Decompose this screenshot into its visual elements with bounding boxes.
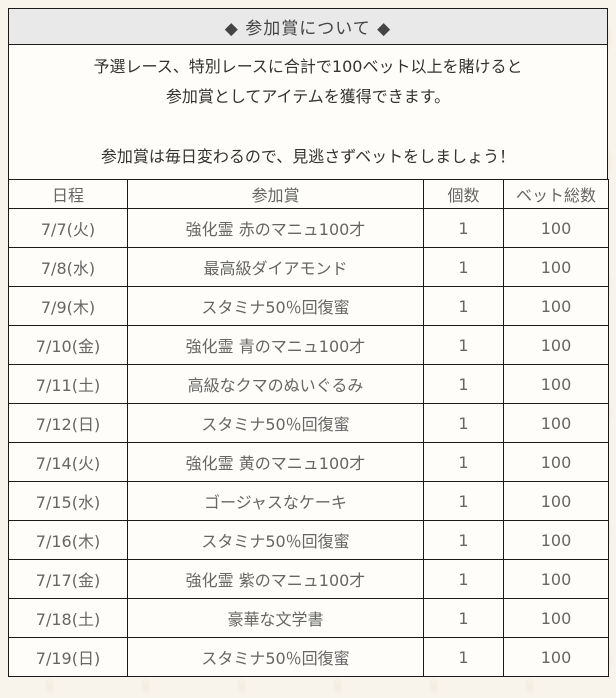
table-cell: 1 [423,559,504,599]
column-header-bet-total: ベット総数 [503,179,609,209]
table-row: 7/15(水) ゴージャスなケーキ 1 100 [8,481,609,521]
description: 予選レース、特別レースに合計で100ベット以上を賭けると 参加賞としてアイテムを… [9,45,607,179]
table-row: 7/18(土) 豪華な文学書 1 100 [8,598,609,638]
table-cell: 7/17(金) [8,559,128,599]
table-cell: 7/15(水) [8,481,128,521]
table-cell: 1 [423,637,504,677]
table-cell: 100 [503,286,609,326]
table-cell: 7/11(土) [8,364,128,404]
table-cell: 7/12(日) [8,403,128,443]
column-header-quantity: 個数 [423,179,504,209]
table-cell: 100 [503,598,609,638]
table-row: 7/7(火) 強化霊 赤のマニュ100才 1 100 [8,208,609,248]
prize-info-panel: ◆ 参加賞について ◆ 予選レース、特別レースに合計で100ベット以上を賭けると… [8,8,609,677]
description-line: 参加賞としてアイテムを獲得できます。 [165,87,451,106]
table-cell: 強化霊 青のマニュ100才 [127,325,424,365]
table-cell: 100 [503,559,609,599]
table-cell: 100 [503,247,609,287]
table-cell: 7/16(木) [8,520,128,560]
table-cell: 1 [423,520,504,560]
table-cell: 100 [503,481,609,521]
table-row: 7/10(金) 強化霊 青のマニュ100才 1 100 [8,325,609,365]
notice-box: ◆ 参加賞について ◆ 予選レース、特別レースに合計で100ベット以上を賭けると… [8,8,608,180]
table-cell: 強化霊 黄のマニュ100才 [127,442,424,482]
column-header-date: 日程 [8,179,128,209]
table-cell: 100 [503,364,609,404]
table-cell: 7/8(水) [8,247,128,287]
table-cell: 1 [423,247,504,287]
table-row: 7/11(土) 高級なクマのぬいぐるみ 1 100 [8,364,609,404]
table-row: 7/9(木) スタミナ50％回復蜜 1 100 [8,286,609,326]
table-cell: 100 [503,403,609,443]
table-cell: 7/18(土) [8,598,128,638]
table-header-row: 日程 参加賞 個数 ベット総数 [8,179,609,209]
table-cell: ゴージャスなケーキ [127,481,424,521]
table-cell: 1 [423,481,504,521]
column-header-prize: 参加賞 [127,179,424,209]
table-cell: 7/7(火) [8,208,128,248]
description-line-blank [19,112,597,142]
table-cell: 1 [423,598,504,638]
table-cell: 最高級ダイアモンド [127,247,424,287]
description-line: 参加賞は毎日変わるので、見逃さずベットをしましょう！ [100,147,516,166]
table-cell: 1 [423,208,504,248]
table-cell: スタミナ50％回復蜜 [127,286,424,326]
table-cell: スタミナ50％回復蜜 [127,637,424,677]
table-cell: 1 [423,325,504,365]
table-cell: 1 [423,364,504,404]
table-cell: 7/19(日) [8,637,128,677]
table-cell: 100 [503,442,609,482]
table-cell: 100 [503,208,609,248]
table-cell: 100 [503,637,609,677]
table-cell: 100 [503,325,609,365]
prize-schedule-table: 日程 参加賞 個数 ベット総数 7/7(火) 強化霊 赤のマニュ100才 1 100 7… [8,179,609,677]
table-cell: 強化霊 紫のマニュ100才 [127,559,424,599]
table-cell: 1 [423,286,504,326]
table-cell: 強化霊 赤のマニュ100才 [127,208,424,248]
table-row: 7/17(金) 強化霊 紫のマニュ100才 1 100 [8,559,609,599]
table-cell: 7/9(木) [8,286,128,326]
table-row: 7/8(水) 最高級ダイアモンド 1 100 [8,247,609,287]
prize-table-body: 7/7(火) 強化霊 赤のマニュ100才 1 100 7/8(水) 最高級ダイアモンド 1 1… [8,208,609,677]
table-row: 7/14(火) 強化霊 黄のマニュ100才 1 100 [8,442,609,482]
table-cell: スタミナ50％回復蜜 [127,520,424,560]
table-cell: 7/10(金) [8,325,128,365]
table-cell: 1 [423,442,504,482]
table-cell: 100 [503,520,609,560]
table-cell: 1 [423,403,504,443]
table-cell: 豪華な文学書 [127,598,424,638]
table-cell: スタミナ50％回復蜜 [127,403,424,443]
table-row: 7/19(日) スタミナ50％回復蜜 1 100 [8,637,609,677]
table-row: 7/12(日) スタミナ50％回復蜜 1 100 [8,403,609,443]
table-cell: 高級なクマのぬいぐるみ [127,364,424,404]
table-row: 7/16(木) スタミナ50％回復蜜 1 100 [8,520,609,560]
table-cell: 7/14(火) [8,442,128,482]
description-line: 予選レース、特別レースに合計で100ベット以上を賭けると [93,57,523,76]
page-title: ◆ 参加賞について ◆ [9,9,607,45]
